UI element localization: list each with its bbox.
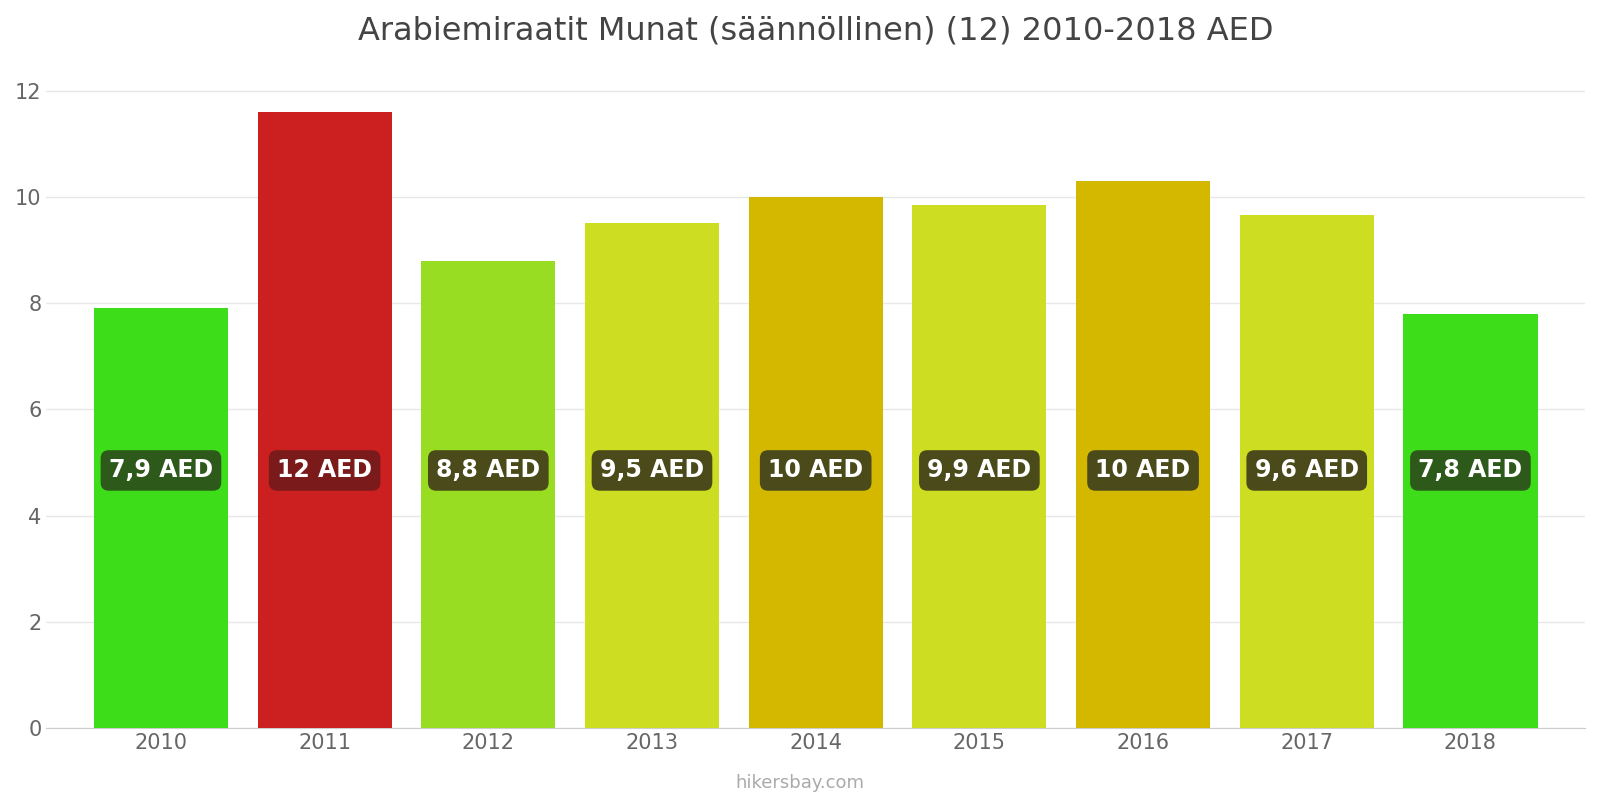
Title: Arabiemiraatit Munat (säännöllinen) (12) 2010-2018 AED: Arabiemiraatit Munat (säännöllinen) (12)…: [358, 15, 1274, 46]
Text: 9,9 AED: 9,9 AED: [928, 458, 1032, 482]
Bar: [1403, 314, 1538, 728]
Text: 9,6 AED: 9,6 AED: [1254, 458, 1358, 482]
Text: 7,9 AED: 7,9 AED: [109, 458, 213, 482]
Text: 12 AED: 12 AED: [277, 458, 373, 482]
Bar: [421, 261, 555, 728]
Text: 10 AED: 10 AED: [768, 458, 864, 482]
Text: 9,5 AED: 9,5 AED: [600, 458, 704, 482]
Bar: [94, 309, 229, 728]
Text: 10 AED: 10 AED: [1096, 458, 1190, 482]
Bar: [749, 197, 883, 728]
Bar: [1240, 215, 1374, 728]
Bar: [586, 223, 718, 728]
Bar: [1075, 181, 1210, 728]
Bar: [258, 112, 392, 728]
Text: 8,8 AED: 8,8 AED: [437, 458, 541, 482]
Bar: [912, 205, 1046, 728]
Text: hikersbay.com: hikersbay.com: [736, 774, 864, 792]
Text: 7,8 AED: 7,8 AED: [1418, 458, 1523, 482]
